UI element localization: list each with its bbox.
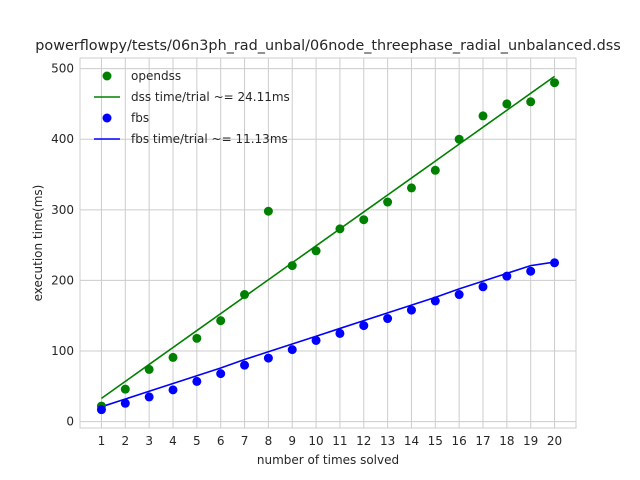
x-tick-label: 11 (332, 434, 347, 448)
legend-label: fbs time/trial ~= 11.13ms (131, 132, 288, 146)
x-tick-label: 7 (241, 434, 249, 448)
x-tick-label: 10 (308, 434, 323, 448)
legend-entry: fbs (102, 111, 149, 125)
x-tick-label: 6 (217, 434, 225, 448)
data-point-2 (311, 335, 321, 345)
y-tick-label: 500 (51, 62, 74, 76)
data-point-0 (144, 364, 154, 374)
data-point-0 (359, 215, 369, 225)
data-point-0 (454, 134, 464, 144)
data-point-0 (335, 224, 345, 234)
x-tick-label: 15 (428, 434, 443, 448)
legend: opendss dss time/trial ~= 24.11ms fbs fbs t… (94, 69, 290, 146)
data-point-0 (383, 197, 393, 207)
data-point-2 (502, 271, 512, 281)
x-tick-label: 9 (288, 434, 296, 448)
x-tick-label: 8 (265, 434, 273, 448)
data-point-0 (263, 206, 273, 216)
x-tick-label: 14 (404, 434, 419, 448)
data-point-2 (263, 353, 273, 363)
data-point-0 (526, 97, 536, 107)
legend-entry: fbs time/trial ~= 11.13ms (94, 132, 288, 146)
data-point-0 (502, 99, 512, 109)
data-point-2 (96, 405, 106, 415)
legend-marker (102, 71, 112, 81)
series-line-1 (100, 75, 556, 399)
legend-entry: opendss (102, 69, 181, 83)
data-point-2 (359, 321, 369, 331)
legend-entry: dss time/trial ~= 24.11ms (94, 90, 290, 104)
data-point-2 (406, 305, 416, 315)
y-tick-label: 200 (51, 273, 74, 287)
x-tick-label: 20 (547, 434, 562, 448)
x-tick-label: 19 (523, 434, 538, 448)
y-tick-label: 300 (51, 203, 74, 217)
legend-label: dss time/trial ~= 24.11ms (131, 90, 290, 104)
tick-labels: 1 2 3 4 5 6 7 8 9 10 11 12 13 14 15 16 17 18 19 20010020030… (51, 62, 562, 448)
x-axis-label: number of times solved (257, 453, 399, 467)
data-point-2 (144, 392, 154, 402)
data-point-2 (240, 360, 250, 370)
data-point-2 (454, 290, 464, 300)
y-tick-label: 100 (51, 344, 74, 358)
data-point-2 (430, 296, 440, 306)
x-tick-label: 2 (121, 434, 129, 448)
x-tick-label: 13 (380, 434, 395, 448)
data-point-2 (287, 345, 297, 355)
data-point-0 (311, 246, 321, 256)
x-tick-label: 12 (356, 434, 371, 448)
data-point-2 (550, 258, 560, 268)
legend-label: fbs (131, 111, 149, 125)
data-point-2 (383, 314, 393, 324)
data-point-2 (478, 282, 488, 292)
data-point-2 (120, 398, 130, 408)
y-tick-label: 400 (51, 132, 74, 146)
y-axis-label: execution time(ms) (31, 185, 45, 302)
chart-title: powerflowpy/tests/06n3ph_rad_unbal/06nod… (35, 38, 620, 54)
data-point-2 (335, 328, 345, 338)
data-point-0 (550, 78, 560, 88)
data-point-0 (478, 111, 488, 121)
x-tick-label: 17 (475, 434, 490, 448)
data-point-0 (287, 261, 297, 271)
x-tick-label: 16 (452, 434, 467, 448)
data-point-2 (216, 369, 226, 379)
plot-frame (79, 57, 577, 429)
data-point-0 (120, 384, 130, 394)
data-point-2 (168, 385, 178, 395)
data-point-2 (526, 266, 536, 276)
series (96, 75, 560, 415)
data-point-0 (430, 165, 440, 175)
series-line-3 (101, 261, 555, 408)
y-tick-label: 0 (66, 415, 74, 429)
legend-label: opendss (131, 69, 181, 83)
legend-marker (102, 113, 112, 123)
x-tick-label: 1 (98, 434, 106, 448)
x-tick-label: 3 (145, 434, 153, 448)
x-tick-label: 18 (499, 434, 514, 448)
data-point-0 (192, 333, 202, 343)
data-point-0 (168, 352, 178, 362)
data-point-2 (192, 376, 202, 386)
data-point-0 (216, 316, 226, 326)
x-tick-label: 4 (169, 434, 177, 448)
grid (80, 58, 576, 428)
x-tick-label: 5 (193, 434, 201, 448)
data-point-0 (406, 183, 416, 193)
data-point-0 (240, 290, 250, 300)
